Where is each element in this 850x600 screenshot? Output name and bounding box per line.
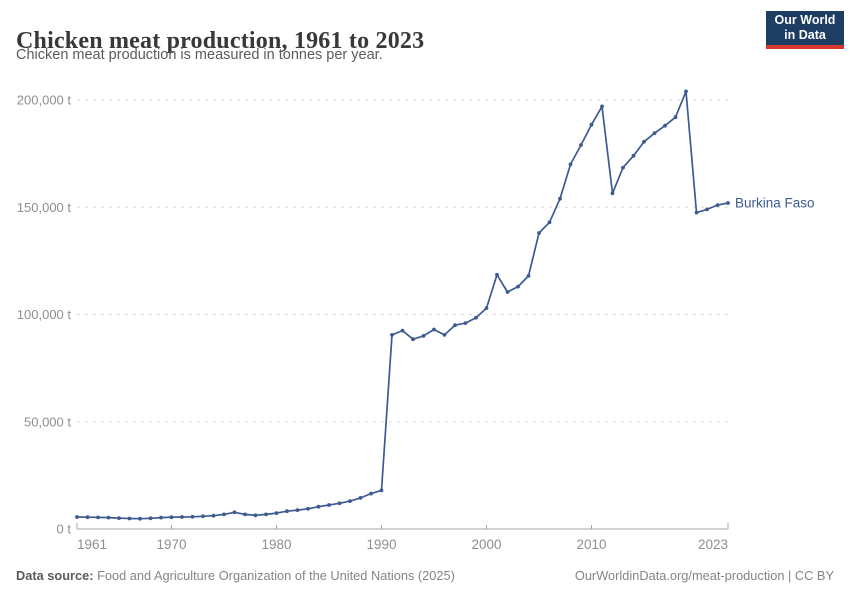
data-point[interactable] (558, 196, 562, 201)
data-point[interactable] (663, 123, 667, 128)
data-point[interactable] (190, 514, 195, 519)
data-point[interactable] (505, 290, 510, 294)
data-point[interactable] (495, 272, 499, 277)
credit-link[interactable]: OurWorldinData.org/meat-production (574, 568, 785, 583)
data-point[interactable] (463, 321, 468, 325)
data-point[interactable] (726, 201, 730, 205)
data-point[interactable] (610, 191, 615, 196)
data-point[interactable] (285, 509, 289, 514)
series-label[interactable]: Burkina Faso (735, 195, 815, 210)
owid-logo-line2: in Data (784, 28, 826, 42)
footer-credit: OurWorldinData.org/meat-production | CC … (575, 568, 834, 583)
data-point[interactable] (474, 315, 478, 320)
data-point[interactable] (642, 139, 646, 144)
y-tick-label: 100,000 t (17, 307, 72, 322)
data-point[interactable] (484, 306, 489, 310)
data-point[interactable] (96, 515, 100, 520)
data-point[interactable] (211, 513, 216, 518)
owid-logo[interactable]: Our World in Data (766, 11, 844, 49)
data-point[interactable] (600, 104, 604, 109)
x-tick-label: 1970 (156, 537, 186, 552)
data-point[interactable] (526, 274, 531, 278)
data-point[interactable] (159, 515, 163, 520)
data-line[interactable] (76, 90, 729, 520)
data-point[interactable] (442, 333, 447, 337)
data-point[interactable] (127, 516, 132, 521)
data-point[interactable] (684, 89, 688, 94)
data-point[interactable] (421, 334, 426, 338)
footer-datasource: Data source: Food and Agriculture Organi… (16, 568, 455, 583)
y-tick-label: 150,000 t (17, 200, 72, 215)
data-point[interactable] (652, 131, 657, 136)
data-point[interactable] (274, 511, 279, 515)
data-point[interactable] (715, 203, 720, 208)
x-tick-label: 1980 (261, 537, 291, 552)
data-point[interactable] (169, 515, 174, 520)
data-point[interactable] (411, 337, 415, 342)
data-point[interactable] (85, 515, 90, 520)
data-point[interactable] (222, 512, 226, 517)
data-point[interactable] (621, 165, 625, 170)
page-title: Chicken meat production, 1961 to 2023 (16, 28, 425, 55)
data-point[interactable] (348, 499, 352, 503)
data-point[interactable] (694, 210, 699, 215)
data-point[interactable] (705, 207, 709, 212)
data-point[interactable] (295, 508, 300, 512)
data-point[interactable] (589, 122, 594, 127)
data-point[interactable] (201, 514, 205, 519)
data-point[interactable] (358, 496, 363, 500)
y-tick-label: 200,000 t (17, 93, 72, 108)
x-tick-label: 1990 (366, 537, 396, 552)
data-point[interactable] (232, 510, 237, 515)
x-tick-label: 2000 (471, 537, 501, 552)
data-point[interactable] (264, 512, 268, 517)
data-point[interactable] (148, 516, 153, 521)
data-point[interactable] (516, 284, 520, 289)
owid-logo-line1: Our World (774, 13, 836, 27)
data-point[interactable] (75, 515, 79, 519)
data-point[interactable] (547, 220, 552, 225)
datasource-label: Data source: (16, 568, 94, 583)
data-point[interactable] (568, 162, 573, 167)
x-tick-label: 2023 (698, 537, 728, 552)
data-point[interactable] (369, 491, 373, 496)
y-tick-label: 50,000 t (24, 414, 71, 429)
data-point[interactable] (453, 323, 457, 328)
data-point[interactable] (106, 515, 111, 520)
data-point[interactable] (117, 516, 121, 520)
data-point[interactable] (579, 143, 583, 147)
data-point[interactable] (253, 513, 258, 518)
data-point[interactable] (243, 512, 247, 517)
data-point[interactable] (327, 503, 331, 507)
chart-footer: Data source: Food and Agriculture Organi… (16, 568, 834, 583)
credit-license: | CC BY (784, 568, 834, 583)
data-point[interactable] (400, 328, 405, 333)
y-tick-label: 0 t (57, 522, 72, 537)
data-point[interactable] (631, 153, 636, 158)
x-tick-label: 2010 (576, 537, 606, 552)
data-point[interactable] (537, 231, 541, 235)
data-point[interactable] (180, 515, 184, 519)
data-point[interactable] (316, 504, 321, 509)
data-point[interactable] (138, 516, 142, 521)
data-point[interactable] (337, 501, 342, 506)
datasource-text: Food and Agriculture Organization of the… (93, 568, 455, 583)
data-point[interactable] (306, 506, 310, 511)
data-point[interactable] (390, 333, 394, 337)
x-tick-label: 1961 (77, 537, 107, 552)
data-point[interactable] (673, 115, 678, 120)
data-point[interactable] (379, 488, 384, 493)
page-subtitle: Chicken meat production is measured in t… (16, 47, 383, 63)
data-point[interactable] (432, 327, 436, 332)
